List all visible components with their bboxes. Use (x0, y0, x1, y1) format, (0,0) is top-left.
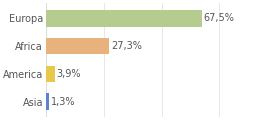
Bar (46, 93, 49, 110)
Text: 1,3%: 1,3% (51, 97, 75, 107)
Bar (46, 66, 55, 82)
Bar (46, 38, 109, 54)
Text: 27,3%: 27,3% (111, 41, 142, 51)
Text: 3,9%: 3,9% (57, 69, 81, 79)
Bar (46, 10, 202, 27)
Text: 67,5%: 67,5% (204, 13, 235, 23)
